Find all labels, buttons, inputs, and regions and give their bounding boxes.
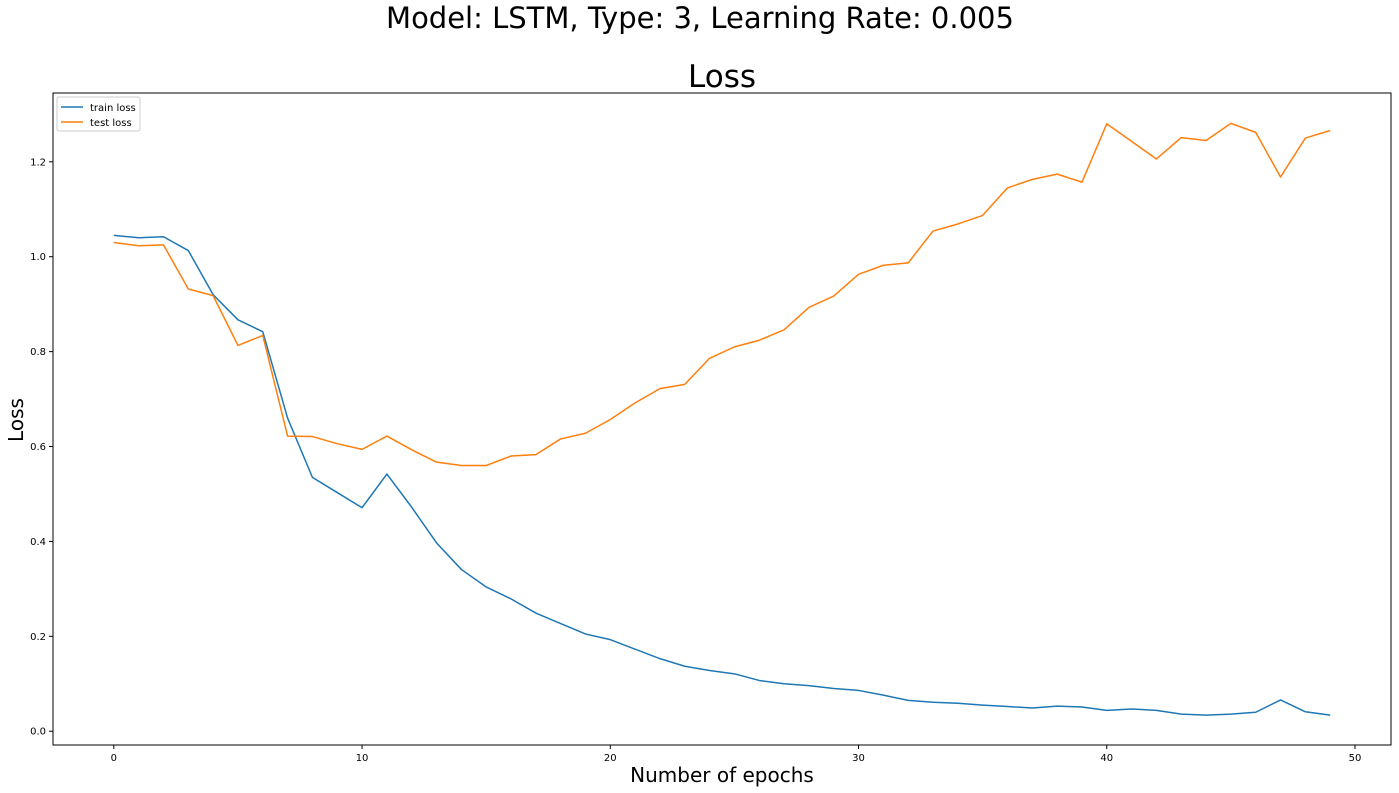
chart-title: Loss [688,59,756,95]
plot-area [53,93,1391,745]
y-tick-label: 0.8 [30,347,46,358]
legend-label-test: test loss [90,118,132,129]
x-tick-label: 40 [1100,753,1113,764]
y-tick-label: 0.4 [30,537,46,548]
plot-frame [52,92,1392,746]
x-tick-label: 0 [111,753,117,764]
y-tick-label: 0.2 [30,632,46,643]
y-axis-ticks: 0.0 0.2 0.4 0.6 0.8 1.0 1.2 [30,157,53,738]
legend: train loss test loss [56,96,141,132]
y-tick-label: 1.2 [30,157,46,168]
x-tick-label: 30 [852,753,865,764]
x-tick-label: 20 [604,753,617,764]
y-tick-label: 0.6 [30,442,46,453]
figure-suptitle: Model: LSTM, Type: 3, Learning Rate: 0.0… [386,1,1014,35]
series-line-test [113,122,1331,467]
legend-label-train: train loss [90,103,136,114]
x-tick-label: 10 [356,753,369,764]
y-tick-label: 1.0 [30,252,46,263]
x-tick-label: 50 [1349,753,1362,764]
series-lines [113,122,1331,716]
y-axis-label: Loss [4,398,28,442]
series-line-train [113,234,1331,716]
x-axis-ticks: 0 10 20 30 40 50 [111,745,1362,764]
y-tick-label: 0.0 [30,727,46,738]
x-axis-label: Number of epochs [630,763,814,787]
